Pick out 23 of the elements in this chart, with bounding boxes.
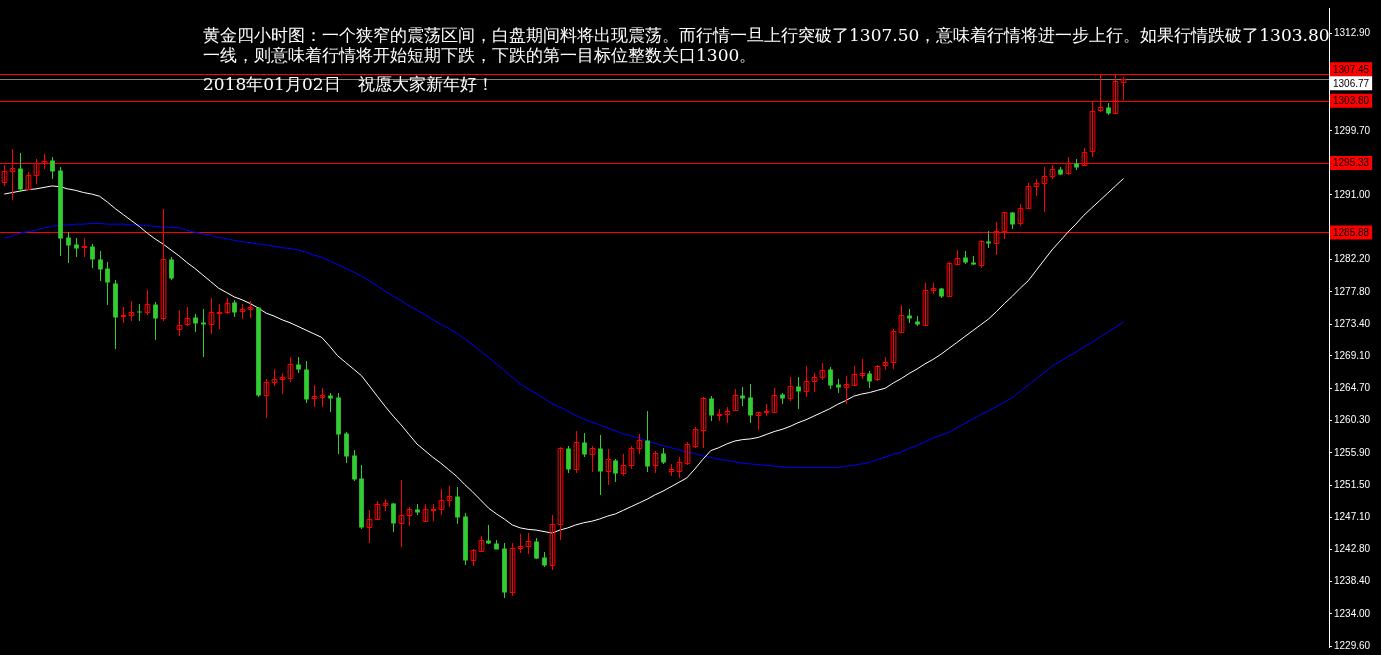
y-tick-label: 1229.60 bbox=[1334, 640, 1371, 652]
y-tick-label: 1242.80 bbox=[1334, 542, 1371, 554]
y-tick-label: 1234.00 bbox=[1334, 607, 1371, 619]
text: 黄金四小时图：一个狭窄的震荡区间，白盘期间料将出现震荡。而行情一旦上行突破了1307.50，意味着行情将进一步上行。如果行情跌破了1303.80一线，则意味着行情将开始短期下跌，下跌的第一目标位整数关口1300。 bbox=[203, 25, 1331, 65]
ref-line-label: 1285.88 bbox=[1333, 226, 1370, 238]
y-tick-label: 1264.70 bbox=[1334, 381, 1371, 393]
y-tick-label: 1273.40 bbox=[1334, 317, 1371, 329]
y-tick-label: 1282.20 bbox=[1334, 253, 1371, 265]
ref-line-label: 1307.45 bbox=[1333, 63, 1370, 75]
y-tick-label: 1299.70 bbox=[1334, 124, 1371, 136]
text: 2018年01月02日 祝愿大家新年好！ bbox=[203, 74, 494, 94]
y-tick-label: 1247.10 bbox=[1334, 511, 1371, 523]
y-tick-label: 1312.90 bbox=[1334, 27, 1371, 39]
y-tick-label: 1291.00 bbox=[1334, 188, 1371, 200]
ref-line-label: 1295.33 bbox=[1333, 157, 1370, 169]
y-tick-label: 1269.10 bbox=[1334, 349, 1371, 361]
y-tick-label: 1238.40 bbox=[1334, 575, 1371, 587]
y-tick-label: 1255.90 bbox=[1334, 446, 1371, 458]
ref-line-label: 1306.77 bbox=[1333, 77, 1370, 89]
y-tick-label: 1251.50 bbox=[1334, 478, 1371, 490]
ref-line-label: 1303.80 bbox=[1333, 94, 1370, 106]
y-tick-label: 1277.80 bbox=[1334, 285, 1371, 297]
y-tick-label: 1260.30 bbox=[1334, 414, 1371, 426]
